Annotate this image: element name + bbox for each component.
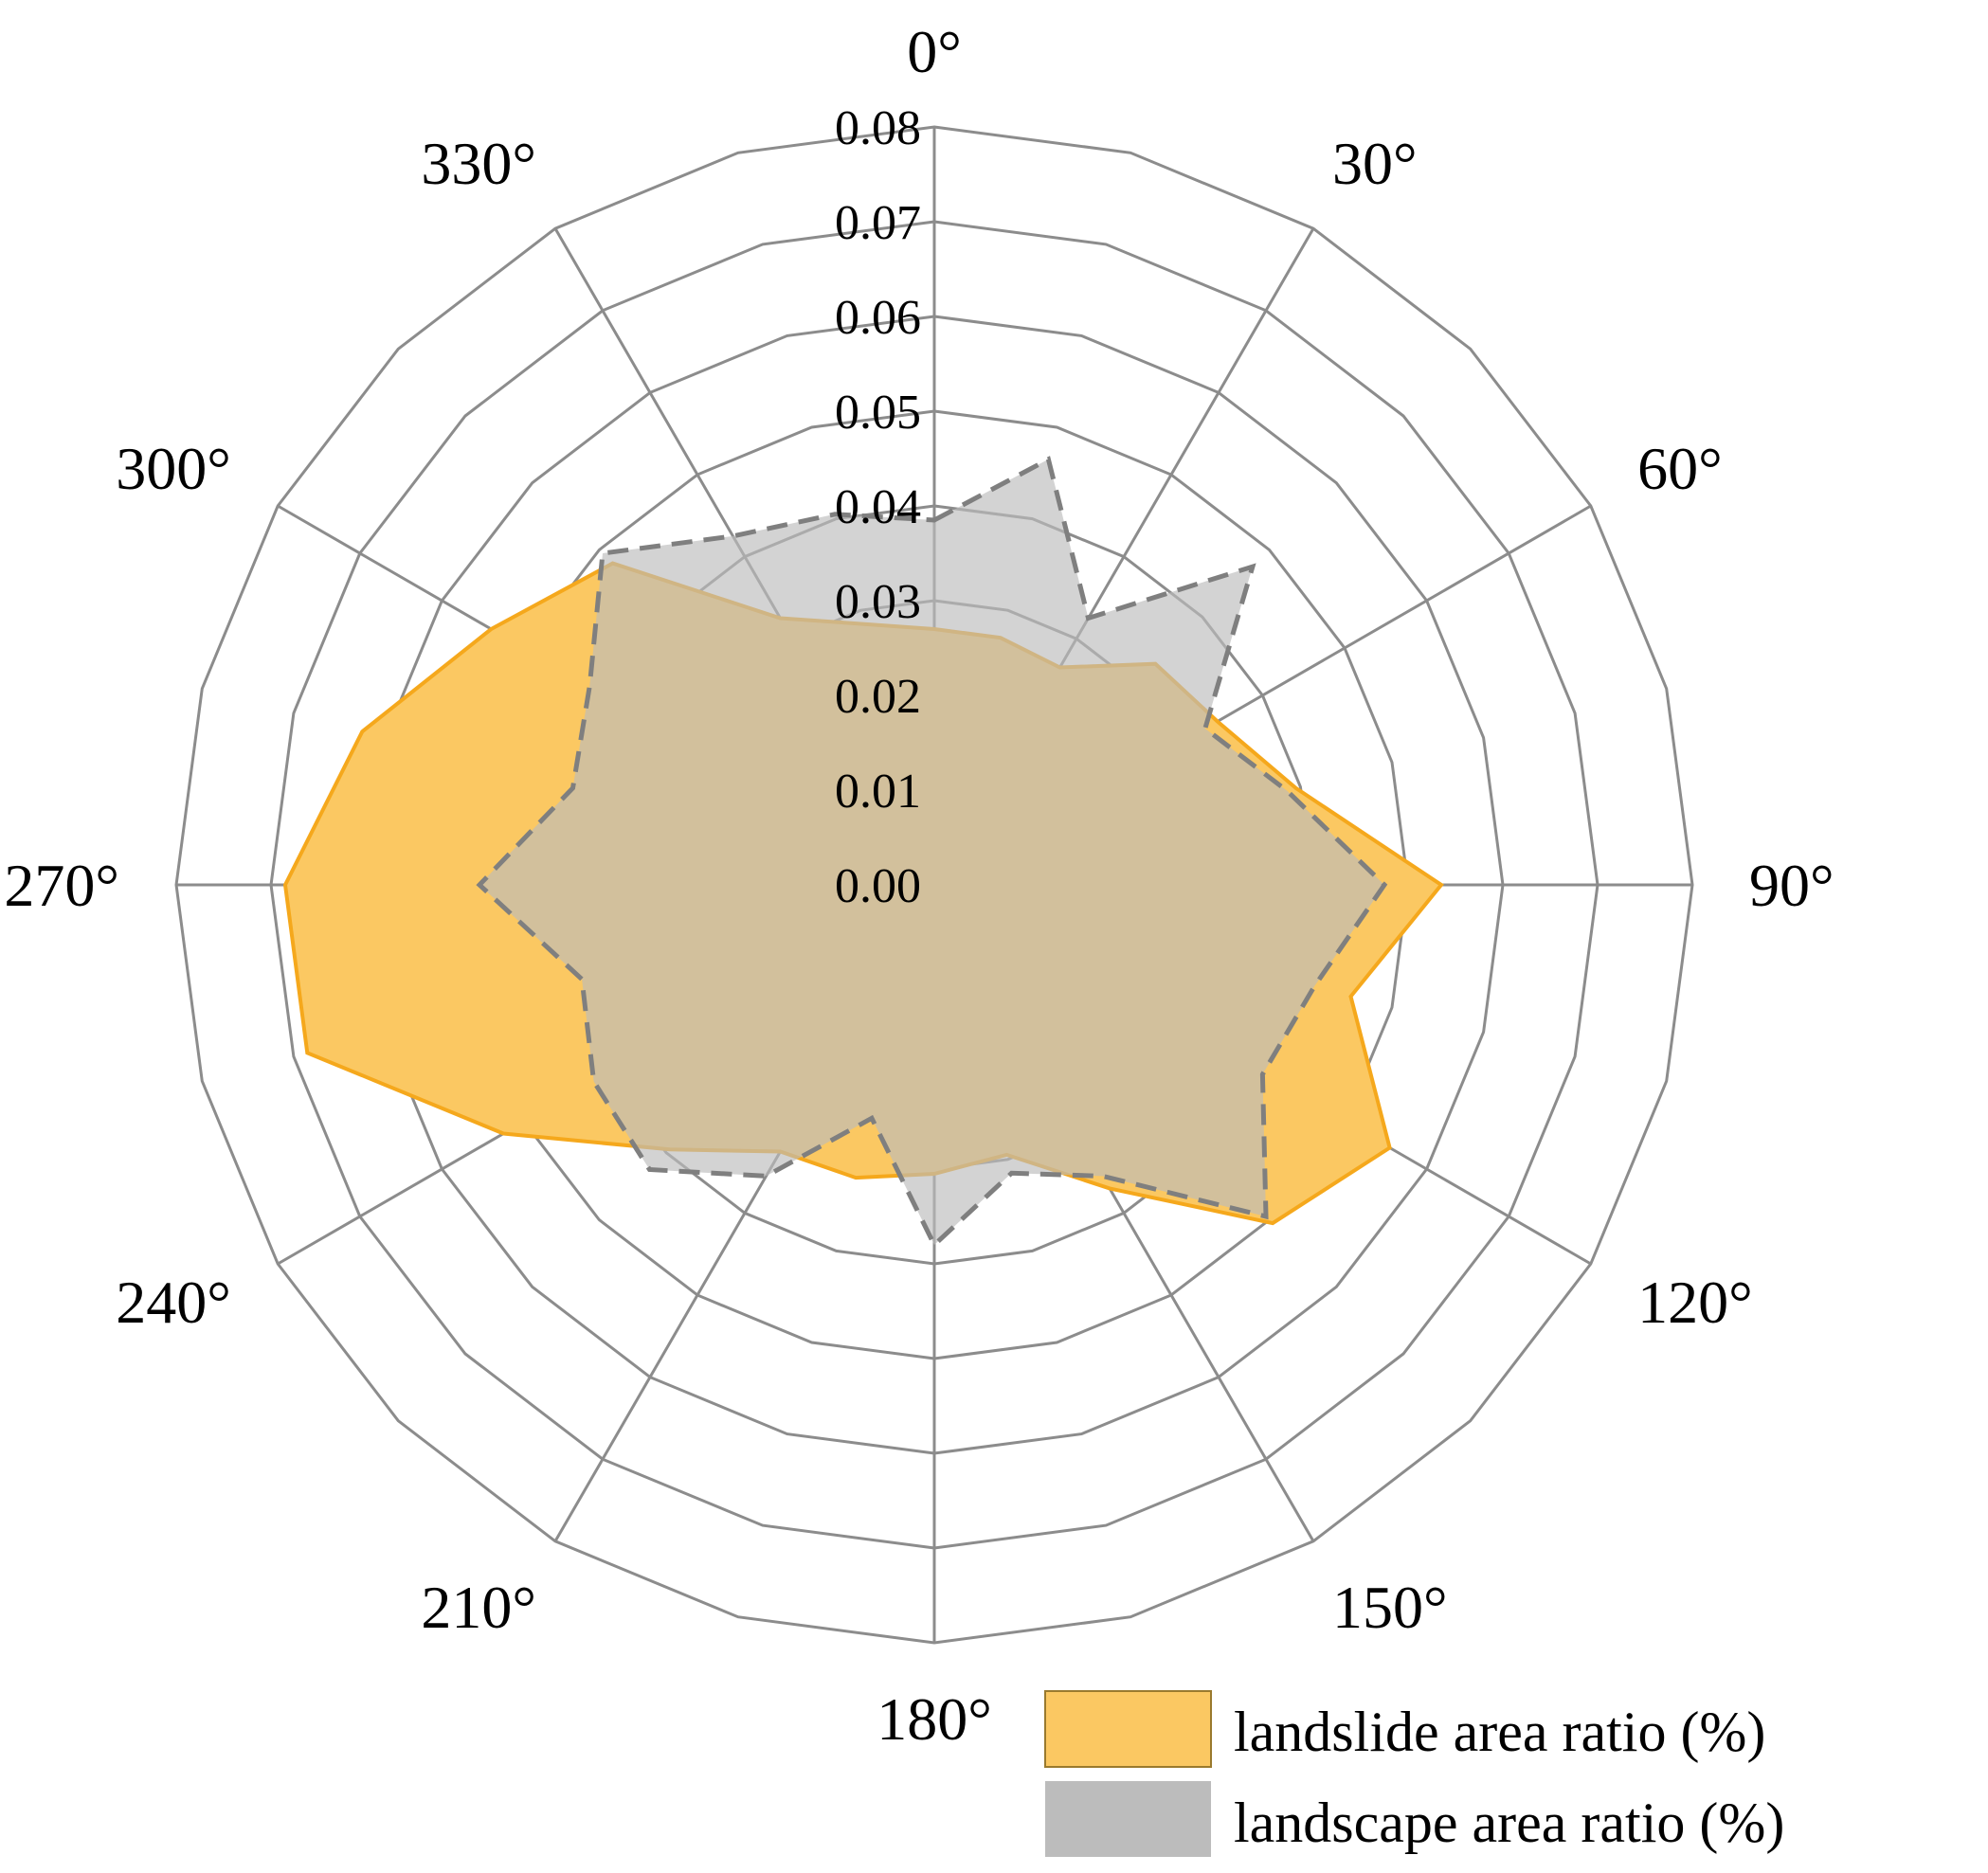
radial-tick-labels: 0.00 0.01 0.02 0.03 0.04 0.05 0.06 0.07 0.08 <box>835 101 921 913</box>
legend: landslide area ratio (%) landscape area … <box>1044 1690 1784 1857</box>
radial-tick-label: 0.00 <box>835 859 921 913</box>
radial-tick-label: 0.02 <box>835 670 921 724</box>
radial-tick-label: 0.05 <box>835 386 921 440</box>
angular-tick-label: 210° <box>421 1574 536 1641</box>
angular-tick-label: 240° <box>116 1269 231 1336</box>
angular-tick-label: 60° <box>1637 435 1723 502</box>
legend-swatch-landslide <box>1044 1690 1212 1768</box>
angular-tick-label: 330° <box>421 130 536 197</box>
angular-tick-label: 120° <box>1637 1269 1753 1336</box>
angular-tick-label: 0° <box>907 18 962 85</box>
angular-tick-label: 30° <box>1332 130 1418 197</box>
radial-tick-label: 0.08 <box>835 101 921 155</box>
radial-tick-label: 0.01 <box>835 765 921 819</box>
radial-tick-label: 0.03 <box>835 575 921 629</box>
angular-tick-label: 90° <box>1749 852 1834 919</box>
legend-swatch-landscape <box>1045 1781 1211 1857</box>
angular-tick-label: 300° <box>116 435 231 502</box>
legend-label-landscape: landscape area ratio (%) <box>1234 1792 1784 1854</box>
legend-label-landslide: landslide area ratio (%) <box>1234 1701 1765 1763</box>
angular-tick-label: 180° <box>877 1685 992 1753</box>
radial-tick-label: 0.07 <box>835 196 921 250</box>
series-layer <box>282 456 1444 1250</box>
series-landscape-area <box>476 456 1388 1250</box>
angular-tick-label: 270° <box>4 852 119 919</box>
radial-tick-label: 0.06 <box>835 291 921 345</box>
angular-tick-label: 150° <box>1332 1574 1448 1641</box>
angular-tick-labels: 0° 30° 60° 90° 120° 150° 180° 210° 240° 270° 300° 3… <box>4 18 1834 1753</box>
radial-tick-label: 0.04 <box>835 480 921 534</box>
